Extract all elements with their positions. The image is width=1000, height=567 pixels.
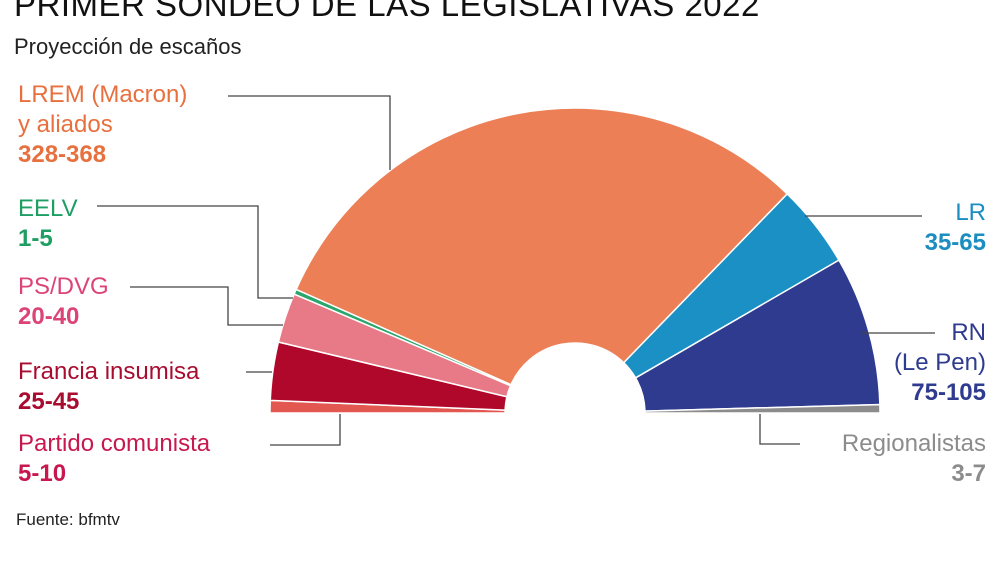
label-regionalistas: Regionalistas 3-7 xyxy=(842,429,986,489)
label-eelv-name: EELV xyxy=(18,195,78,222)
label-lrem-name-1: LREM (Macron) xyxy=(18,81,188,108)
label-eelv-value: 1-5 xyxy=(18,225,53,252)
slice-regionalistas xyxy=(644,403,881,414)
label-rn-name-2: (Le Pen) xyxy=(893,349,986,376)
label-fi-name: Francia insumisa xyxy=(18,358,200,385)
label-pc-name: Partido comunista xyxy=(18,430,211,457)
label-lr: LR 35-65 xyxy=(925,198,986,258)
leader-line-reg xyxy=(759,414,800,445)
label-pc-value: 5-10 xyxy=(18,460,67,487)
leader-line-pc xyxy=(270,414,341,446)
label-eelv: EELV 1-5 xyxy=(18,194,78,254)
label-lrem-value: 328-368 xyxy=(18,141,107,168)
label-lrem-name-2: y aliados xyxy=(18,111,113,138)
label-rn: RN (Le Pen) 75-105 xyxy=(894,318,986,408)
label-lrem: LREM (Macron) y aliados 328-368 xyxy=(18,80,187,170)
slice-rn-le-pen xyxy=(634,259,881,412)
label-rn-value: 75-105 xyxy=(911,379,986,406)
label-rn-name-1: RN xyxy=(951,319,986,346)
chart-title: PRIMER SONDEO DE LAS LEGISLATIVAS 2022 xyxy=(14,0,760,23)
leader-line-ps xyxy=(130,286,283,326)
label-fi: Francia insumisa 25-45 xyxy=(18,357,199,417)
leader-lines xyxy=(97,95,935,446)
label-lr-value: 35-65 xyxy=(924,229,986,256)
label-fi-value: 25-45 xyxy=(18,388,80,415)
label-ps-name: PS/DVG xyxy=(18,273,109,300)
label-reg-value: 3-7 xyxy=(951,460,986,487)
source-note: Fuente: bfmtv xyxy=(16,510,120,529)
label-ps-value: 20-40 xyxy=(18,303,80,330)
leader-line-lrem xyxy=(228,95,391,170)
label-reg-name: Regionalistas xyxy=(841,430,986,457)
label-lr-name: LR xyxy=(955,199,986,226)
chart-subtitle: Proyección de escaños xyxy=(14,34,242,59)
slice-lrem-macron-y-aliados xyxy=(295,107,789,386)
leader-line-eelv xyxy=(97,205,293,299)
label-pc: Partido comunista 5-10 xyxy=(18,429,210,489)
label-ps: PS/DVG 20-40 xyxy=(18,272,109,332)
